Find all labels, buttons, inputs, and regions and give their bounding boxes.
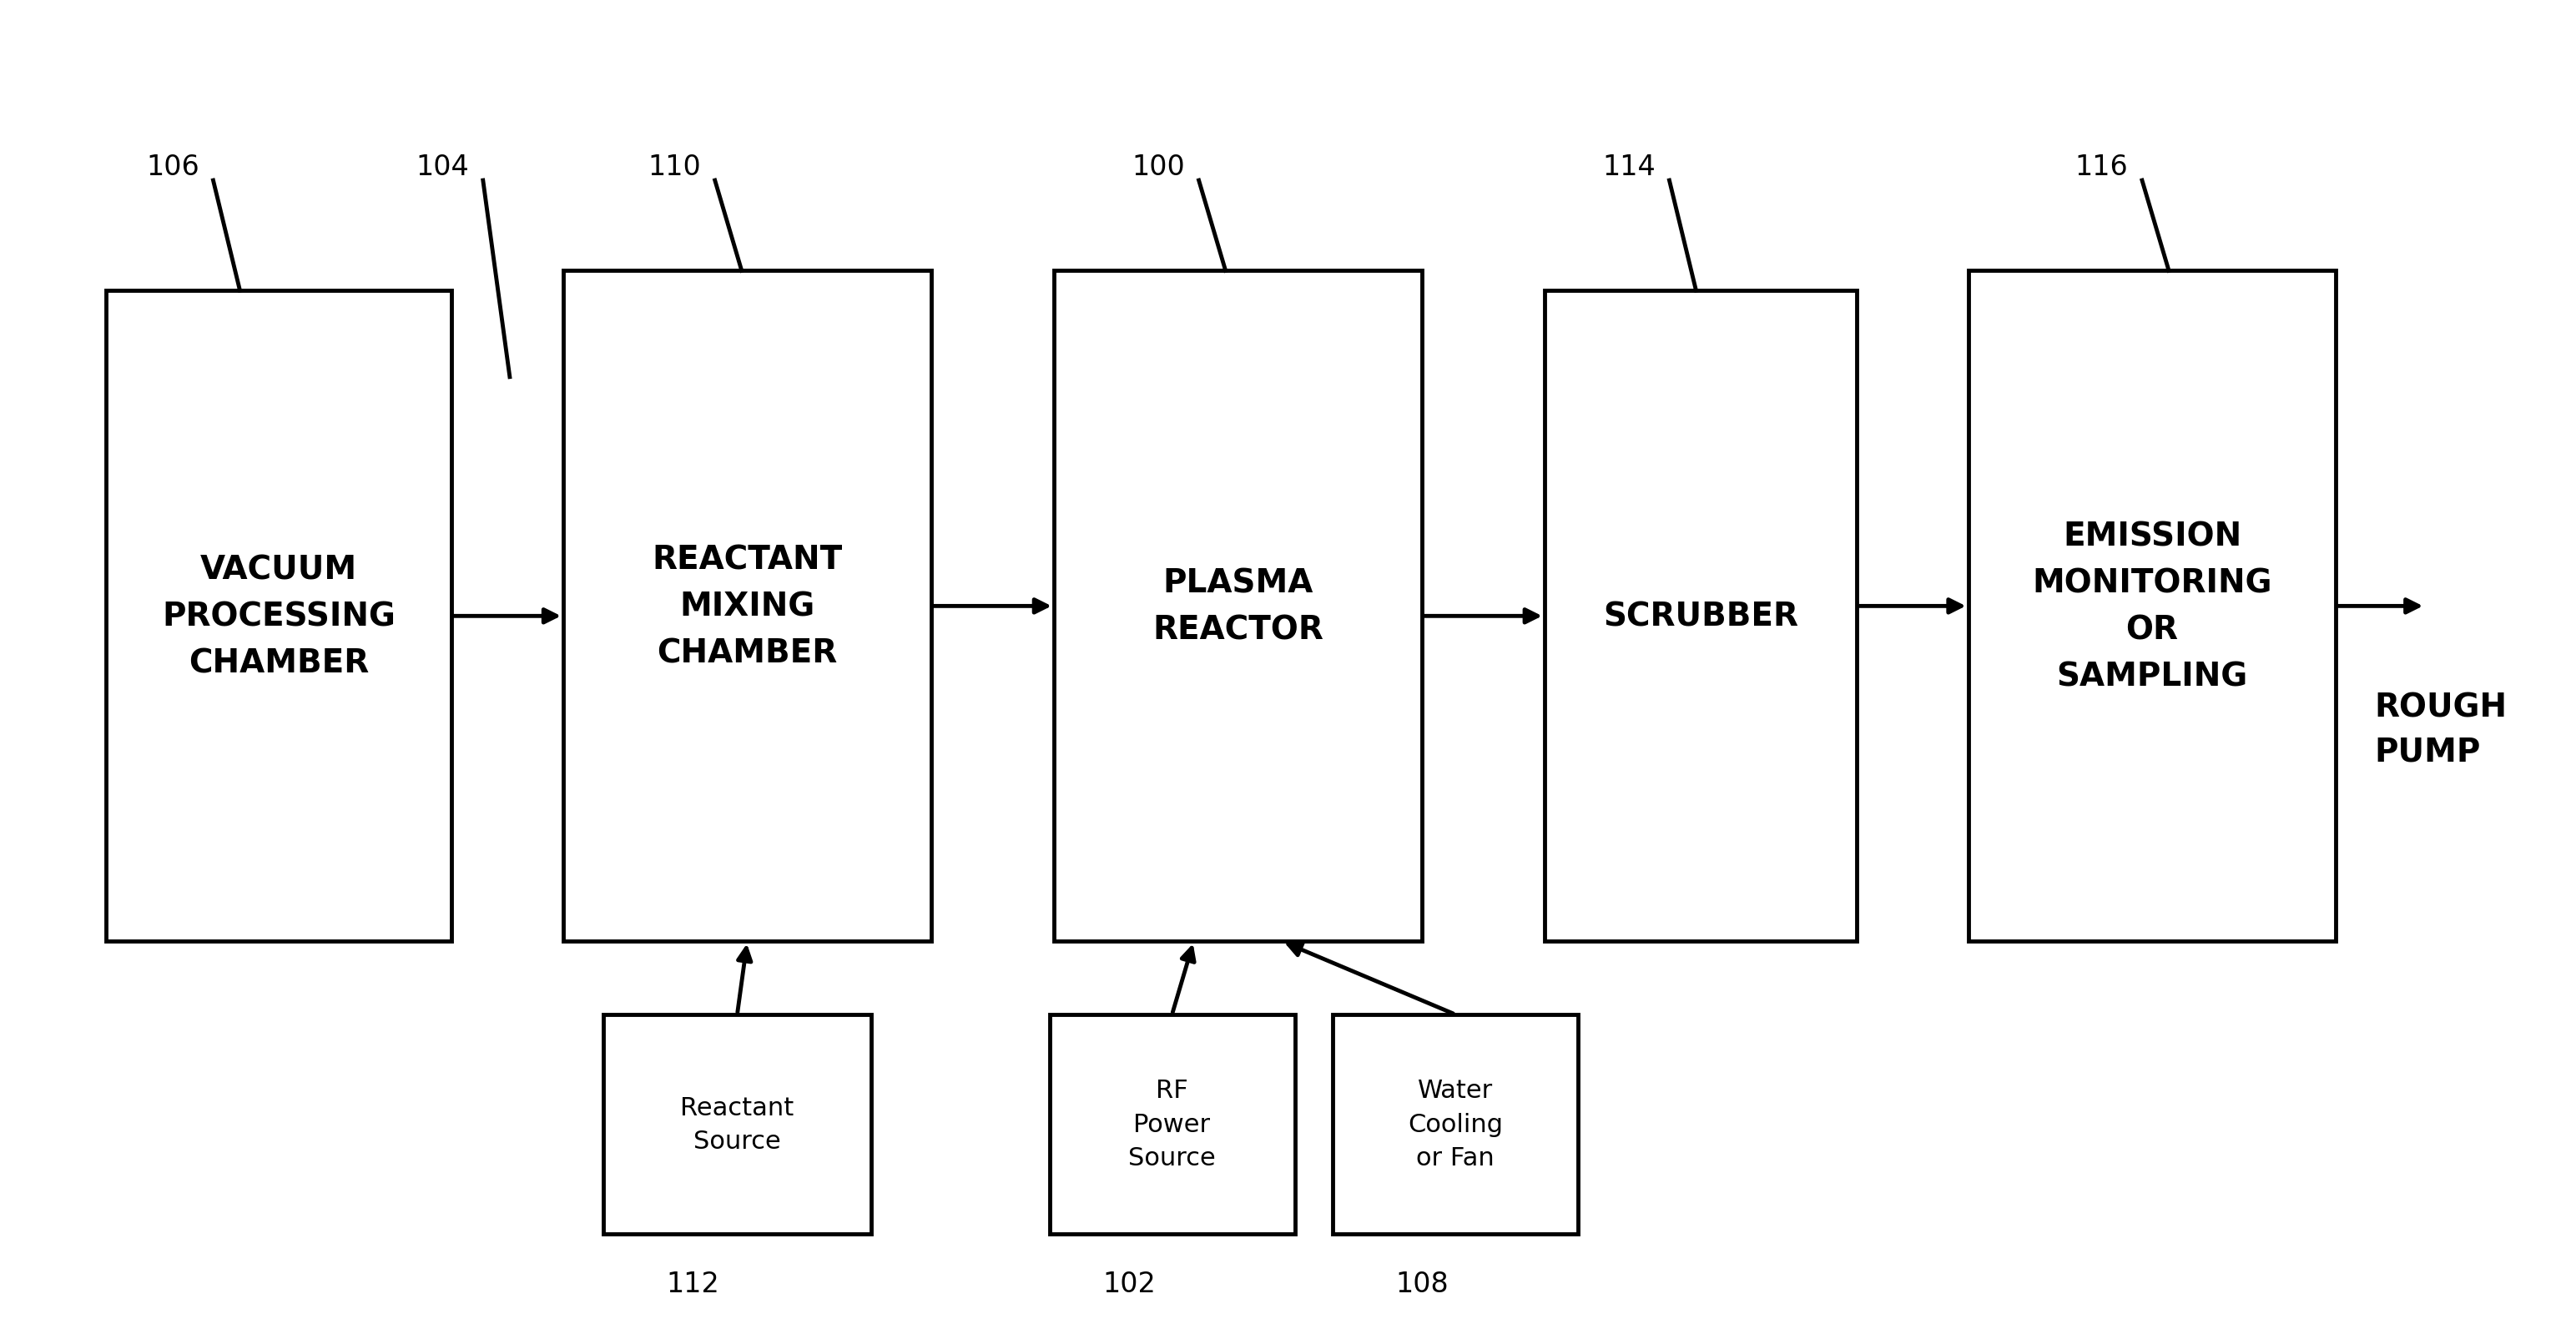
Text: Water
Cooling
or Fan: Water Cooling or Fan [1406,1078,1502,1170]
Text: 102: 102 [1103,1269,1157,1297]
Text: SCRUBBER: SCRUBBER [1602,601,1798,632]
Text: 110: 110 [649,154,701,181]
Text: 114: 114 [1602,154,1656,181]
Text: EMISSION
MONITORING
OR
SAMPLING: EMISSION MONITORING OR SAMPLING [2032,521,2272,692]
Text: Reactant
Source: Reactant Source [680,1095,793,1153]
Bar [106,291,451,941]
Bar [1968,272,2336,941]
Bar [1546,291,1857,941]
Text: 112: 112 [667,1269,719,1297]
Text: VACUUM
PROCESSING
CHAMBER: VACUUM PROCESSING CHAMBER [162,554,397,679]
Bar [1048,1015,1296,1233]
Text: 100: 100 [1131,154,1185,181]
Text: 108: 108 [1396,1269,1448,1297]
Text: REACTANT
MIXING
CHAMBER: REACTANT MIXING CHAMBER [652,544,842,670]
Text: 104: 104 [417,154,469,181]
Text: ROUGH
PUMP: ROUGH PUMP [2375,691,2506,767]
Bar [1054,272,1422,941]
Bar [564,272,930,941]
Text: 116: 116 [2076,154,2128,181]
Text: PLASMA
REACTOR: PLASMA REACTOR [1151,568,1324,645]
Bar [1332,1015,1579,1233]
Text: RF
Power
Source: RF Power Source [1128,1078,1216,1170]
Bar [603,1015,871,1233]
Text: 106: 106 [147,154,198,181]
